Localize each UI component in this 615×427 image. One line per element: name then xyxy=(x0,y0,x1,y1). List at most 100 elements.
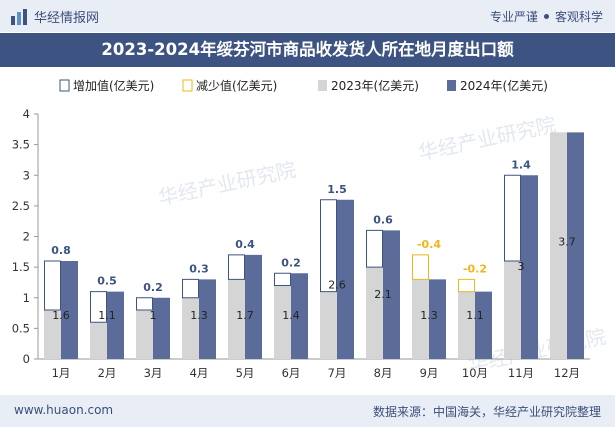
bar-2024-3 xyxy=(199,279,216,359)
change-label-0: 0.8 xyxy=(51,244,71,257)
y-tick-label-0: 0 xyxy=(23,352,30,366)
bar-2023-11 xyxy=(550,132,567,359)
increase-box-4 xyxy=(228,254,245,280)
increase-box-1 xyxy=(90,291,107,323)
increase-box-5 xyxy=(274,272,291,286)
y-tick-label-7: 3.5 xyxy=(12,138,30,152)
bar-2024-2 xyxy=(153,297,170,359)
chart: 华经产业研究院华经产业研究院华经产业研究院00.511.522.533.541.… xyxy=(12,78,608,380)
value-label-2024-9: 1.1 xyxy=(466,309,484,322)
value-label-2024-10: 3 xyxy=(518,260,525,273)
top-bar: 华经情报网 专业严谨 客观科学 xyxy=(0,0,615,32)
legend-label-2: 2023年(亿美元) xyxy=(331,78,419,93)
x-tick-label-4: 5月 xyxy=(236,366,255,380)
value-label-2024-11: 3.7 xyxy=(558,236,576,249)
bar-2023-5 xyxy=(274,285,291,359)
value-label-2024-7: 2.1 xyxy=(374,288,392,301)
watermark-1: 华经产业研究院 xyxy=(416,112,558,165)
legend-swatch-3 xyxy=(447,80,456,91)
bar-2024-7 xyxy=(383,230,400,359)
watermark-0: 华经产业研究院 xyxy=(156,157,298,210)
x-tick-label-9: 10月 xyxy=(462,366,488,380)
bar-2023-3 xyxy=(182,297,199,359)
data-source: 数据来源：中国海关，华经产业研究院整理 xyxy=(372,405,601,419)
footer: www.huaon.com 数据来源：中国海关，华经产业研究院整理 xyxy=(0,395,615,427)
value-label-2024-0: 1.6 xyxy=(52,309,70,322)
increase-box-6 xyxy=(320,199,337,293)
tagline-2: 客观科学 xyxy=(554,10,603,24)
value-label-2024-4: 1.7 xyxy=(236,309,254,322)
increase-box-2 xyxy=(136,297,153,311)
bar-2023-9 xyxy=(458,279,475,359)
bar-2024-6 xyxy=(337,199,354,359)
x-tick-label-3: 4月 xyxy=(190,366,209,380)
bar-2023-10 xyxy=(504,261,521,359)
bar-2024-11 xyxy=(567,132,584,359)
legend-swatch-2 xyxy=(318,80,327,91)
dot-icon xyxy=(543,14,549,19)
y-tick-label-3: 1.5 xyxy=(12,260,30,274)
x-tick-label-11: 12月 xyxy=(554,366,580,380)
legend-swatch-1 xyxy=(182,79,193,92)
bar-2024-1 xyxy=(107,291,124,359)
brand: 华经情报网 xyxy=(10,7,99,26)
change-label-6: 1.5 xyxy=(327,183,347,196)
x-tick-label-5: 6月 xyxy=(282,366,301,380)
bar-2023-0 xyxy=(44,310,61,359)
page-title: 2023-2024年绥芬河市商品收发货人所在地月度出口额 xyxy=(0,33,615,67)
x-tick-label-10: 11月 xyxy=(508,366,534,380)
change-label-7: 0.6 xyxy=(373,213,393,226)
y-tick-label-4: 2 xyxy=(23,230,30,244)
y-tick-label-1: 0.5 xyxy=(12,321,30,335)
x-tick-label-2: 3月 xyxy=(144,366,163,380)
change-label-3: 0.3 xyxy=(189,262,209,275)
bar-2023-6 xyxy=(320,291,337,359)
decrease-box-8 xyxy=(412,254,429,280)
change-label-2: 0.2 xyxy=(143,281,163,294)
bar-2023-2 xyxy=(136,310,153,359)
increase-box-7 xyxy=(366,229,383,268)
value-label-2024-2: 1 xyxy=(150,309,157,322)
tagline-1: 专业严谨 xyxy=(489,10,538,24)
increase-box-0 xyxy=(44,260,61,311)
y-tick-label-6: 3 xyxy=(23,168,30,182)
value-label-2024-5: 1.4 xyxy=(282,309,300,322)
bar-2023-7 xyxy=(366,267,383,359)
y-tick-label-2: 1 xyxy=(23,291,30,305)
change-label-5: 0.2 xyxy=(281,256,301,269)
bar-2023-4 xyxy=(228,279,245,359)
brand-name: 华经情报网 xyxy=(34,11,100,26)
change-label-1: 0.5 xyxy=(97,275,117,288)
value-label-2024-8: 1.3 xyxy=(420,309,438,322)
legend-label-3: 2024年(亿美元) xyxy=(460,78,548,93)
site-url[interactable]: www.huaon.com xyxy=(14,403,114,417)
bar-2024-0 xyxy=(61,261,78,359)
x-tick-label-8: 9月 xyxy=(420,366,439,380)
x-tick-label-1: 2月 xyxy=(98,366,117,380)
increase-box-10 xyxy=(504,174,521,262)
bar-2024-4 xyxy=(245,254,262,359)
value-label-2024-6: 2.6 xyxy=(328,279,346,292)
bar-2024-10 xyxy=(521,175,538,359)
value-label-2024-3: 1.3 xyxy=(190,309,208,322)
y-tick-label-8: 4 xyxy=(23,107,30,121)
value-label-2024-1: 1.1 xyxy=(98,309,116,322)
change-label-10: 1.4 xyxy=(511,158,531,171)
legend-label-1: 减少值(亿美元) xyxy=(196,78,277,93)
bar-2023-8 xyxy=(412,254,429,359)
legend-label-0: 增加值(亿美元) xyxy=(73,78,154,93)
x-tick-label-6: 7月 xyxy=(328,366,347,380)
bar-2024-9 xyxy=(475,291,492,359)
y-tick-label-5: 2.5 xyxy=(12,199,30,213)
x-tick-label-7: 8月 xyxy=(374,366,393,380)
change-label-4: 0.4 xyxy=(235,238,255,251)
change-label-8: -0.4 xyxy=(417,238,441,251)
x-tick-label-0: 1月 xyxy=(52,366,71,380)
bar-2023-1 xyxy=(90,322,107,359)
legend-swatch-0 xyxy=(59,79,70,92)
bar-2024-5 xyxy=(291,273,308,359)
bar-2024-8 xyxy=(429,279,446,359)
increase-box-3 xyxy=(182,278,199,299)
logo-icon xyxy=(11,8,27,25)
tagline: 专业严谨 客观科学 xyxy=(490,8,603,25)
